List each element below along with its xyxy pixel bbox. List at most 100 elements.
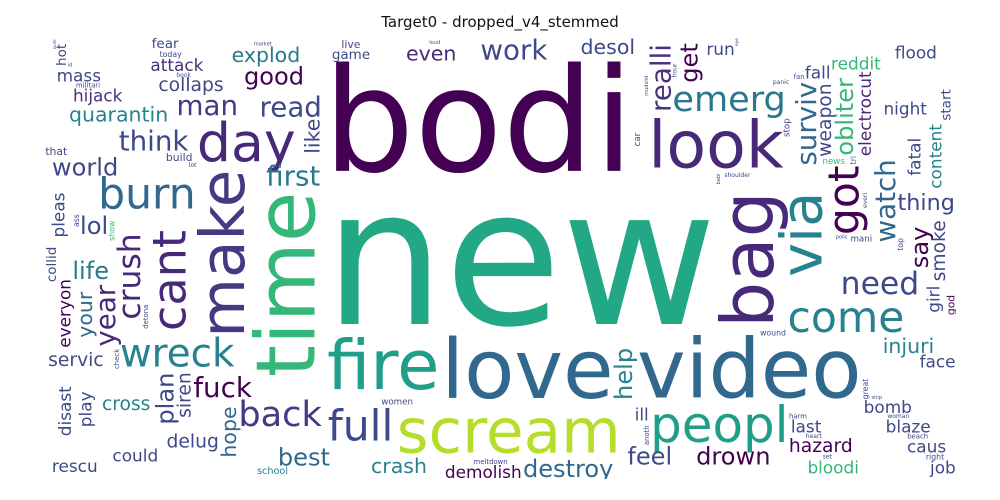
- word-quarantin: quarantin: [69, 102, 168, 126]
- word-women: women: [381, 397, 413, 407]
- word-best: best: [278, 444, 330, 472]
- word-read: read: [260, 91, 322, 124]
- word-life: life: [72, 257, 109, 285]
- word-man: man: [177, 89, 239, 122]
- word-fall: fall: [805, 62, 831, 82]
- word-blaze: blaze: [886, 416, 931, 436]
- word-id: id: [68, 62, 73, 68]
- word-beach: beach: [907, 432, 928, 440]
- word-last: last: [791, 416, 822, 436]
- word-year: year: [89, 284, 122, 346]
- word-reddit: reddit: [831, 54, 881, 74]
- word-full: full: [328, 403, 394, 452]
- word-obliter: obliter: [831, 78, 859, 156]
- word-run: run: [706, 39, 734, 59]
- word-love: love: [441, 323, 613, 418]
- word-game: game: [332, 47, 370, 63]
- word-harm: harm: [789, 413, 807, 421]
- word-plan: plan: [152, 373, 180, 425]
- word-realli: realli: [644, 44, 677, 112]
- word-today: today: [160, 50, 183, 59]
- word-tri: tri: [849, 156, 858, 164]
- word-world: world: [52, 153, 118, 181]
- word-servic: servic: [48, 350, 103, 371]
- word-woman: woman: [887, 413, 909, 420]
- word-could: could: [112, 445, 158, 465]
- word-hope: hope: [217, 406, 241, 457]
- word-stop: stop: [783, 118, 793, 137]
- word-weapon: weapon: [815, 83, 836, 156]
- word-collid: collid: [45, 247, 60, 283]
- word-that: that: [45, 145, 67, 158]
- word-day: day: [197, 111, 296, 174]
- word-attack: attack: [150, 55, 203, 75]
- word-show: show: [108, 220, 117, 241]
- word-fear: fear: [152, 38, 179, 52]
- word-eye: eye: [734, 38, 739, 46]
- word-get: get: [676, 43, 704, 83]
- word-school: school: [257, 466, 288, 477]
- word-top: top: [896, 238, 905, 251]
- word-polic: polic: [836, 234, 848, 240]
- word-live: live: [341, 38, 360, 51]
- word-wound: wound: [760, 329, 786, 338]
- chart-title: Target0 - dropped_v4_stemmed: [381, 13, 619, 31]
- word-got: got: [821, 165, 870, 235]
- word-like: like: [301, 119, 325, 154]
- word-check: check: [113, 349, 121, 369]
- word-rescu: rescu: [52, 456, 98, 476]
- word-electrocut: electrocut: [855, 71, 875, 156]
- word-via: via: [769, 192, 836, 277]
- word-hour: hour: [671, 63, 678, 77]
- word-disast: disast: [55, 386, 75, 436]
- word-drown: drown: [696, 443, 770, 471]
- word-wreck: wreck: [120, 332, 235, 377]
- word-great: great: [861, 379, 870, 400]
- word-siren: siren: [175, 372, 196, 418]
- word-make: make: [188, 170, 259, 338]
- word-collaps: collaps: [158, 75, 223, 96]
- word-bomb: bomb: [864, 397, 912, 417]
- word-crush: crush: [112, 233, 148, 319]
- word-god: god: [944, 295, 956, 315]
- word-bodi: bodi: [323, 38, 634, 205]
- word-loud: loud: [429, 40, 440, 46]
- word-new: new: [324, 148, 717, 369]
- word-bloodi: bloodi: [807, 458, 859, 478]
- word-time: time: [240, 192, 335, 378]
- word-content: content: [925, 124, 945, 189]
- word-hazard: hazard: [789, 436, 853, 457]
- word-job: job: [929, 457, 956, 477]
- word-burn: burn: [98, 171, 196, 220]
- word-bag: bag: [707, 191, 791, 328]
- word-think: think: [119, 125, 189, 158]
- word-thing: thing: [898, 190, 955, 216]
- word-shoulder: shoulder: [724, 172, 751, 179]
- word-good: good: [244, 62, 304, 90]
- word-heart: heart: [806, 433, 823, 440]
- word-mani: mani: [850, 234, 872, 244]
- word-ill: ill: [635, 404, 649, 424]
- word-car: car: [633, 132, 643, 146]
- word-flood: flood: [895, 43, 937, 63]
- word-destroy: destroy: [523, 455, 614, 479]
- word-scream: scream: [397, 396, 621, 467]
- word-everi: everi: [862, 193, 869, 208]
- word-cross: cross: [102, 394, 151, 415]
- word-feel: feel: [627, 443, 672, 471]
- word-set: set: [823, 454, 833, 461]
- word-say: say: [906, 227, 934, 269]
- word-explod: explod: [232, 43, 301, 67]
- word-look: look: [648, 109, 784, 184]
- word-sunk: sunk: [52, 39, 57, 49]
- word-ship: ship: [872, 395, 883, 401]
- word-hot: hot: [54, 44, 70, 66]
- word-panic: panic: [773, 79, 789, 86]
- word-video: video: [637, 323, 862, 418]
- word-meltdown: meltdown: [474, 458, 508, 466]
- word-crash: crash: [371, 454, 427, 478]
- word-surviv: surviv: [790, 82, 823, 166]
- word-watch: watch: [869, 159, 902, 242]
